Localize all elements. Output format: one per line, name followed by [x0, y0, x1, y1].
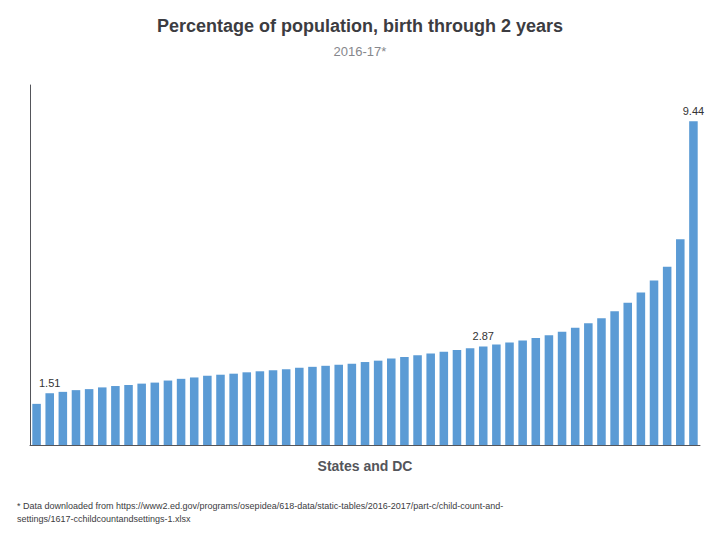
svg-text:settings/1617-cchildcountandse: settings/1617-cchildcountandsettings-1.x…	[17, 514, 191, 524]
svg-text:Percentage of population, birt: Percentage of population, birth through …	[157, 16, 563, 36]
svg-text:2.87: 2.87	[473, 330, 494, 342]
svg-text:1.51: 1.51	[39, 377, 60, 389]
svg-text:States and DC: States and DC	[318, 458, 413, 474]
svg-text:9.44: 9.44	[683, 105, 704, 117]
svg-text:2016-17*: 2016-17*	[334, 44, 387, 59]
svg-text:* Data downloaded from https:/: * Data downloaded from https://www2.ed.g…	[17, 501, 503, 511]
